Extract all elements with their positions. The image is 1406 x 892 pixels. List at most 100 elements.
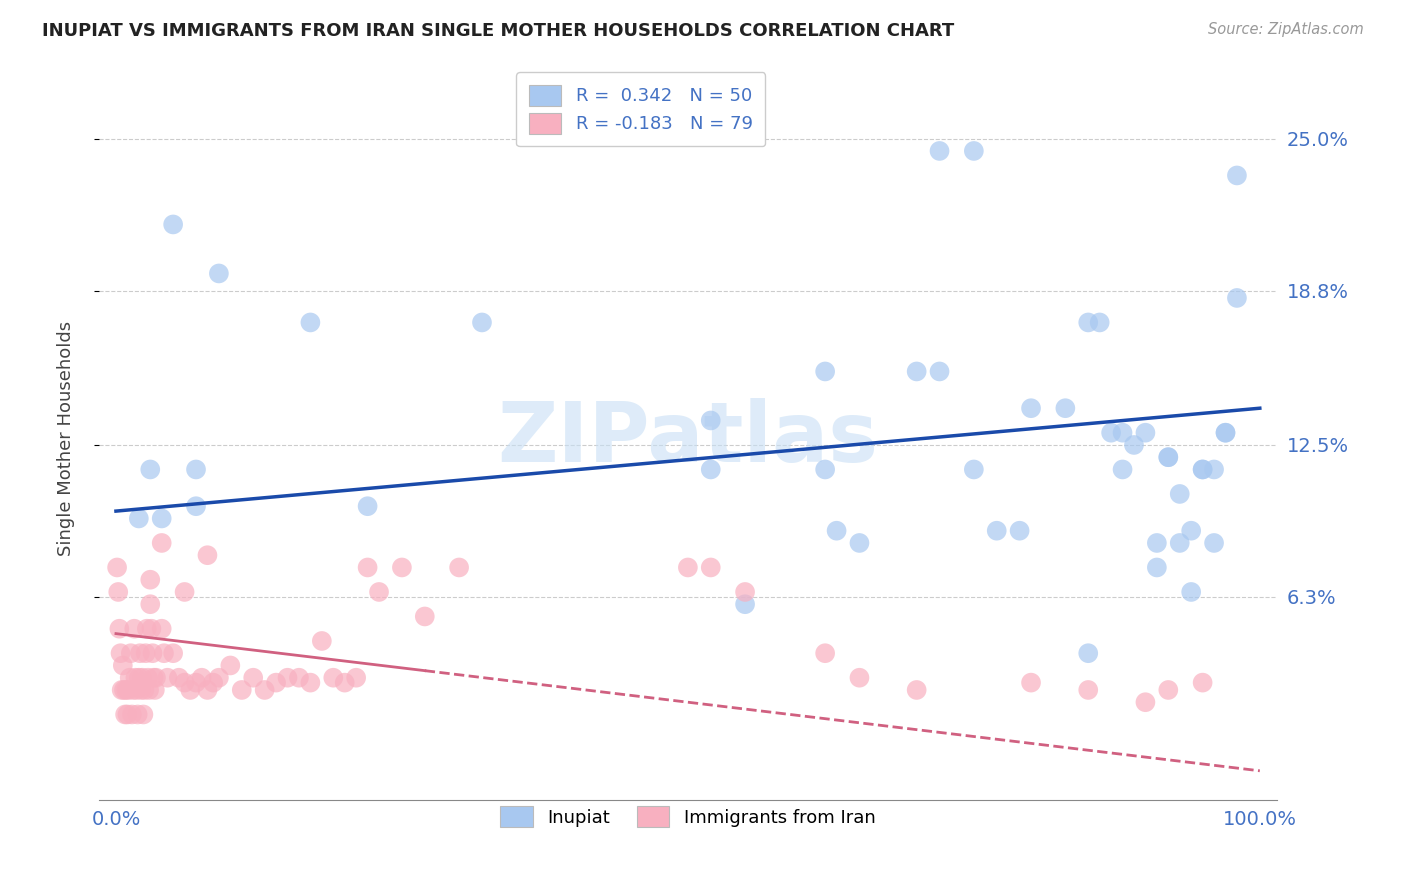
Point [150,511,173,525]
Point [700,413,723,427]
Point [1191,462,1213,476]
Point [173,585,195,599]
Point [111,683,134,698]
Point [139,462,162,476]
Point [105,560,128,574]
Point [143,683,166,698]
Point [1111,425,1133,440]
Text: ZIPatlas: ZIPatlas [498,399,879,479]
Point [173,675,195,690]
Text: Source: ZipAtlas.com: Source: ZipAtlas.com [1208,22,1364,37]
Point [110,646,132,660]
Point [264,675,287,690]
Point [1077,315,1099,329]
Point [814,364,837,378]
Point [112,683,135,698]
Point [1168,487,1191,501]
Point [344,671,367,685]
Point [734,597,756,611]
Point [1215,425,1237,440]
Point [179,683,201,698]
Point [127,707,149,722]
Point [142,646,165,660]
Point [905,683,928,698]
Point [208,267,231,281]
Y-axis label: Single Mother Households: Single Mother Households [58,321,75,557]
Point [928,364,950,378]
Point [963,462,986,476]
Point [1146,560,1168,574]
Point [1077,683,1099,698]
Point [814,462,837,476]
Point [1191,675,1213,690]
Point [1202,462,1225,476]
Point [129,646,152,660]
Point [1226,291,1249,305]
Point [117,707,139,722]
Point [197,683,219,698]
Point [1111,462,1133,476]
Point [299,315,322,329]
Point [153,646,176,660]
Point [184,675,207,690]
Point [333,675,356,690]
Point [288,671,311,685]
Point [1123,438,1146,452]
Point [1019,675,1042,690]
Point [825,524,848,538]
Point [1008,524,1031,538]
Point [814,646,837,660]
Point [129,683,152,698]
Point [135,622,157,636]
Point [391,560,413,574]
Point [145,671,167,685]
Point [150,622,173,636]
Point [368,585,391,599]
Point [208,671,231,685]
Point [162,218,184,232]
Point [356,499,378,513]
Point [150,536,173,550]
Point [1088,315,1111,329]
Point [734,585,756,599]
Point [190,671,212,685]
Point [1157,450,1180,465]
Point [131,671,153,685]
Point [141,622,163,636]
Point [135,646,157,660]
Point [114,707,136,722]
Point [700,462,723,476]
Point [1099,425,1122,440]
Point [356,560,378,574]
Point [132,707,155,722]
Point [162,646,184,660]
Point [139,573,162,587]
Point [1135,695,1157,709]
Point [471,315,494,329]
Point [167,671,190,685]
Point [700,560,723,574]
Point [1191,462,1213,476]
Point [449,560,471,574]
Point [107,585,129,599]
Point [125,683,148,698]
Point [1077,646,1099,660]
Point [963,144,986,158]
Point [219,658,242,673]
Point [184,499,207,513]
Point [1180,585,1202,599]
Point [242,671,264,685]
Point [121,707,143,722]
Point [111,658,134,673]
Point [202,675,225,690]
Point [1135,425,1157,440]
Point [311,634,333,648]
Point [1226,169,1249,183]
Point [986,524,1008,538]
Point [413,609,436,624]
Point [1157,683,1180,698]
Point [156,671,179,685]
Point [1180,524,1202,538]
Point [299,675,322,690]
Point [1215,425,1237,440]
